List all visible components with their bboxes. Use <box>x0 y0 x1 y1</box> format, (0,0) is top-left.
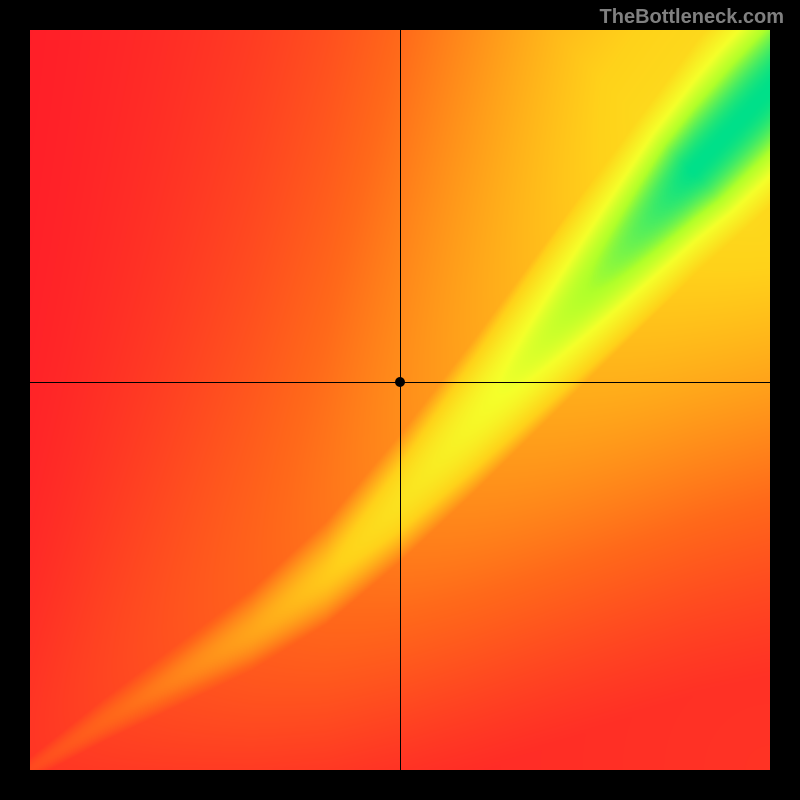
chart-container: TheBottleneck.com <box>0 0 800 800</box>
watermark-text: TheBottleneck.com <box>600 6 784 29</box>
crosshair-marker <box>395 377 405 387</box>
crosshair-vertical <box>400 30 401 770</box>
heatmap-plot <box>30 30 770 770</box>
